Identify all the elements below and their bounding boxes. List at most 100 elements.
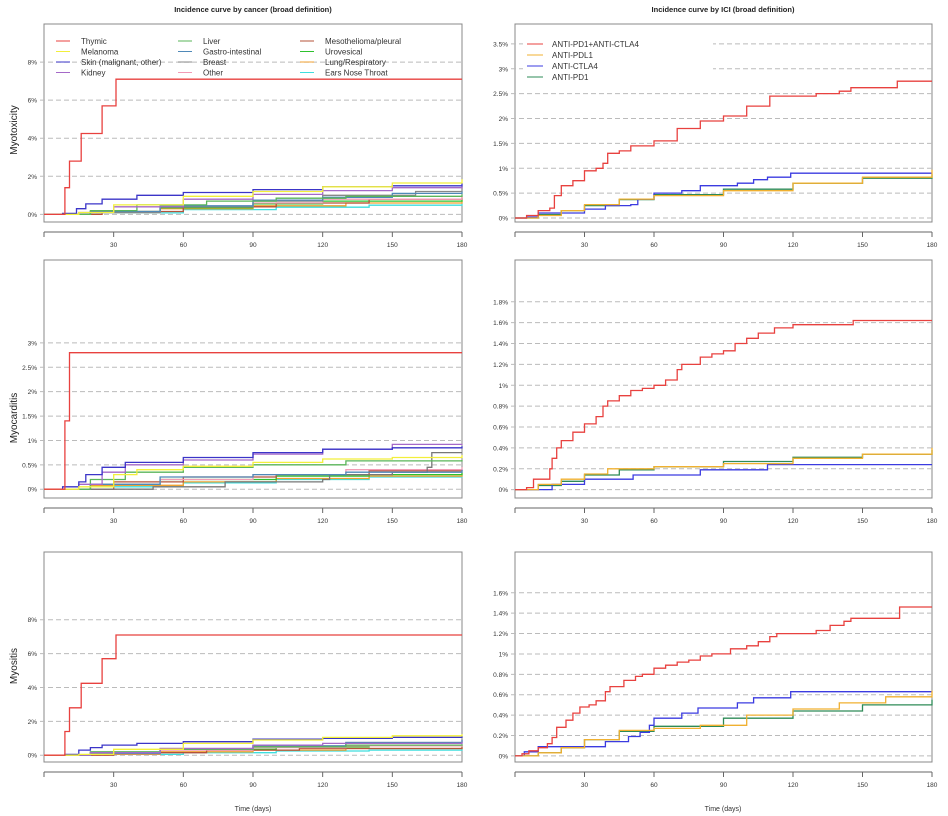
series-line-thymic [44,352,462,490]
x-tick-label: 180 [927,242,938,249]
x-tick-label: 180 [927,782,938,789]
legend-label: Skin (malignant, other) [81,58,162,67]
y-tick-label: 4% [28,685,38,692]
plot-frame [43,259,463,499]
y-tick-label: 0% [28,212,38,219]
y-tick-label: 4% [28,136,38,143]
series-line-skin-malignant-other- [44,446,463,490]
xlabel-left: Time (days) [235,806,272,813]
x-tick-label: 180 [457,782,468,789]
legend-label: Gastro-intestinal [203,48,261,57]
panel-cancer-myotoxicity: 0% 2% 4% 6% 8% 30 60 90 120 150 180 Thymic MelanomaS… [28,23,468,249]
legend-bg [523,60,713,71]
panel-ici-myositis: 0% 0.2% 0.4% 0.6% 0.8% 1% 1.2% 1.4% 1.6% 30 60 90 12… [493,551,938,789]
y-tick-label: 0.6% [493,692,508,699]
legend-label: Other [203,69,223,78]
legend-label: ANTI-PDL1 [552,51,593,60]
y-tick-label: 6% [28,651,38,658]
x-tick-label: 60 [180,242,188,249]
series-line-breast [44,451,462,490]
y-tick-label: 1.4% [493,341,508,348]
y-tick-label: 0.5% [493,191,508,198]
y-tick-label: 1.8% [493,299,508,306]
y-tick-label: 2% [28,719,38,726]
x-tick-label: 30 [581,782,589,789]
y-tick-label: 0% [499,216,509,223]
y-tick-label: 8% [28,617,38,624]
ylabel-myositis: Myositis [9,648,20,684]
plot-frame [514,551,933,763]
y-tick-label: 3% [499,66,509,73]
legend-bg [523,49,713,60]
legend-label: Ears Nose Throat [325,69,388,78]
x-tick-label: 120 [317,518,328,525]
series-line-melanoma [44,179,463,216]
y-tick-label: 1% [499,651,509,658]
y-tick-label: 1% [499,166,509,173]
x-tick-label: 60 [650,518,658,525]
x-tick-label: 120 [317,782,328,789]
series-line-anti-ctla4 [515,691,932,757]
y-tick-label: 1.6% [493,320,508,327]
legend-bg [523,71,713,82]
y-tick-label: 1% [28,438,38,445]
series-line-liver [44,194,463,216]
x-tick-label: 120 [788,518,799,525]
y-tick-label: 0.2% [493,466,508,473]
series-line-thymic [44,634,462,756]
series-line-melanoma [44,734,463,756]
x-tick-label: 90 [249,242,257,249]
y-tick-label: 0% [28,753,38,760]
y-tick-label: 0.6% [493,425,508,432]
x-tick-label: 90 [249,518,257,525]
x-tick-label: 150 [387,242,398,249]
x-tick-label: 150 [387,518,398,525]
y-tick-label: 2.5% [493,91,508,98]
y-tick-label: 8% [28,60,38,67]
series-line-anti-pdl1 [515,690,933,757]
panel-cancer-myositis: 0% 2% 4% 6% 8% 30 60 90 120 150 180 [28,551,468,789]
series-line-anti-pd1-anti-ctla4 [515,606,932,757]
x-tick-label: 180 [457,518,468,525]
xlabel-right: Time (days) [705,806,742,813]
y-tick-label: 1.4% [493,611,508,618]
legend-label: Urovesical [325,48,363,57]
legend-label: Thymic [81,37,107,46]
title-left: Incidence curve by cancer (broad definit… [174,5,332,14]
plot-frame [514,259,933,499]
ylabel-myotoxicity: Myotoxicity [9,105,20,154]
panel-ici-myocarditis: 0% 0.2% 0.4% 0.6% 0.8% 1% 1.2% 1.4% 1.6% 1.8% 30 60… [493,259,938,525]
series-line-anti-pd1-anti-ctla4 [515,80,932,219]
x-tick-label: 120 [788,242,799,249]
y-tick-label: 1.2% [493,631,508,638]
plot-frame [514,23,933,223]
series-line-anti-ctla4 [515,463,932,491]
x-tick-label: 90 [720,242,728,249]
legend-label: Breast [203,58,227,67]
legend-label: ANTI-CTLA4 [552,62,598,71]
y-tick-label: 1.2% [493,362,508,369]
x-tick-label: 90 [720,782,728,789]
x-tick-label: 120 [788,782,799,789]
y-tick-label: 1% [499,383,509,390]
y-tick-label: 0.2% [493,733,508,740]
legend-label: Melanoma [81,48,119,57]
series-line-thymic [44,78,462,216]
series-line-skin-malignant-other- [44,735,463,756]
y-tick-label: 3.5% [493,41,508,48]
series-line-anti-pd1-anti-ctla4 [515,319,932,491]
series-line-melanoma [44,455,463,490]
legend-label: Mesothelioma/pleural [325,37,401,46]
x-tick-label: 60 [180,782,188,789]
y-tick-label: 2% [28,389,38,396]
y-tick-label: 0.8% [493,404,508,411]
panel-ici-myotoxicity: 0% 0.5% 1% 1.5% 2% 2.5% 3% 3.5% 30 60 90 120 150 180 A… [493,23,938,249]
title-right: Incidence curve by ICI (broad definition… [652,5,795,14]
legend: ANTI-PD1+ANTI-CTLA4 ANTI-PDL1 ANTI-CTLA4 AN… [523,38,713,82]
series-line-anti-pdl1 [515,447,933,491]
x-tick-label: 120 [317,242,328,249]
y-tick-label: 2% [499,116,509,123]
y-tick-label: 1.5% [493,141,508,148]
x-tick-label: 180 [927,518,938,525]
